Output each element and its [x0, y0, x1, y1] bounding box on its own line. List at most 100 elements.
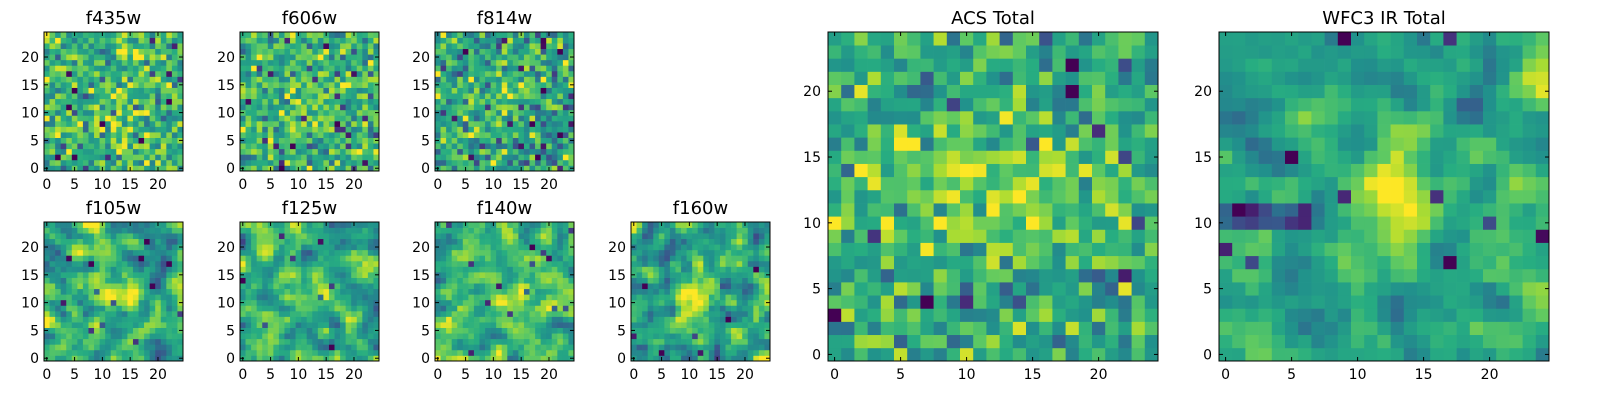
heatmap-cell	[138, 65, 145, 72]
heatmap-cell	[725, 344, 732, 351]
heatmap-cell	[290, 115, 296, 122]
heatmap-cell	[736, 272, 743, 278]
heatmap-cell	[155, 54, 162, 61]
heatmap-cell	[647, 338, 654, 345]
heatmap-cell	[546, 255, 553, 262]
heatmap-cell	[328, 54, 335, 61]
heatmap-cell	[251, 87, 258, 94]
heatmap-cell	[312, 54, 319, 61]
heatmap-cell	[462, 255, 469, 262]
heatmap-cell	[535, 333, 541, 340]
heatmap-cell	[116, 148, 123, 155]
heatmap-cell	[116, 222, 123, 228]
heatmap-cell	[362, 115, 369, 122]
heatmap-cell	[317, 126, 324, 133]
heatmap-cell	[507, 93, 514, 100]
heatmap-cell	[328, 43, 335, 50]
heatmap-cell	[367, 137, 374, 144]
heatmap-cell	[295, 126, 302, 133]
heatmap-cell	[121, 255, 128, 262]
heatmap-cell	[317, 316, 324, 323]
heatmap-cell	[479, 104, 486, 111]
heatmap-cell	[946, 321, 961, 336]
heatmap-cell	[345, 37, 352, 44]
heatmap-cell	[1026, 229, 1040, 243]
heatmap-cell	[675, 277, 682, 284]
heatmap-cell	[367, 115, 374, 122]
heatmap-cell	[138, 54, 145, 61]
heatmap-cell	[127, 37, 134, 44]
heatmap-cell	[60, 126, 67, 133]
heatmap-cell	[523, 277, 530, 284]
heatmap-cell	[551, 283, 558, 290]
heatmap-cell	[708, 310, 715, 317]
heatmap-cell	[155, 65, 162, 72]
heatmap-cell	[546, 65, 553, 72]
heatmap-cell	[907, 282, 921, 296]
heatmap-cell	[251, 266, 258, 273]
heatmap-cell	[155, 244, 162, 251]
heatmap-cell	[669, 338, 676, 345]
heatmap-cell	[642, 333, 649, 340]
heatmap-cell	[446, 32, 453, 38]
heatmap-cell	[267, 87, 274, 94]
heatmap-cell	[345, 159, 352, 166]
heatmap-cell	[273, 288, 280, 295]
heatmap-cell	[540, 244, 547, 251]
heatmap-cell	[251, 32, 258, 38]
heatmap-cell	[323, 288, 330, 295]
heatmap-cell	[451, 154, 458, 161]
heatmap-cell	[267, 93, 274, 100]
heatmap-cell	[138, 165, 145, 172]
heatmap-cell	[149, 143, 156, 150]
heatmap-cell	[166, 249, 173, 256]
heatmap-cell	[1012, 295, 1027, 309]
heatmap-cell	[501, 43, 508, 50]
heatmap-cell	[636, 344, 643, 351]
heatmap-cell	[496, 87, 503, 94]
heatmap-cell	[138, 227, 145, 234]
heatmap-cell	[485, 299, 491, 306]
heatmap-cell	[512, 288, 519, 295]
heatmap-cell	[251, 70, 258, 77]
heatmap-cell	[105, 338, 112, 345]
heatmap-cell	[340, 333, 346, 340]
heatmap-cell	[82, 283, 89, 290]
heatmap-cell	[290, 222, 296, 228]
heatmap-cell	[1092, 268, 1106, 283]
heatmap-cell	[284, 299, 291, 306]
heatmap-cell	[551, 244, 558, 251]
heatmap-cell	[177, 310, 184, 317]
heatmap-cell	[77, 249, 84, 256]
heatmap-cell	[697, 260, 704, 267]
heatmap-cell	[356, 310, 363, 317]
heatmap-cell	[920, 150, 934, 164]
heatmap-cell	[446, 344, 453, 351]
heatmap-cell	[479, 277, 486, 284]
heatmap-cell	[681, 299, 687, 306]
heatmap-cell	[1131, 282, 1146, 296]
heatmap-cell	[435, 159, 441, 166]
heatmap-cell	[362, 283, 369, 290]
heatmap-cell	[160, 310, 167, 317]
heatmap-cell	[171, 159, 178, 166]
heatmap-cell	[485, 305, 491, 312]
heatmap-cell	[507, 349, 514, 356]
heatmap-cell	[116, 333, 123, 340]
heatmap-cell	[82, 260, 89, 267]
heatmap-cell	[334, 65, 341, 72]
heatmap-cell	[240, 283, 246, 290]
heatmap-cell	[451, 165, 458, 172]
heatmap-cell	[110, 137, 117, 144]
heatmap-cell	[457, 344, 464, 351]
heatmap-cell	[49, 294, 56, 301]
heatmap-cell	[686, 277, 693, 284]
heatmap-cell	[149, 126, 156, 133]
heatmap-cell	[1105, 255, 1119, 270]
heatmap-cell	[306, 355, 313, 362]
heatmap-cell	[88, 233, 95, 240]
heatmap-cell	[758, 260, 765, 267]
heatmap-cell	[719, 316, 726, 323]
heatmap-cell	[284, 154, 291, 161]
heatmap-cell	[907, 229, 921, 243]
